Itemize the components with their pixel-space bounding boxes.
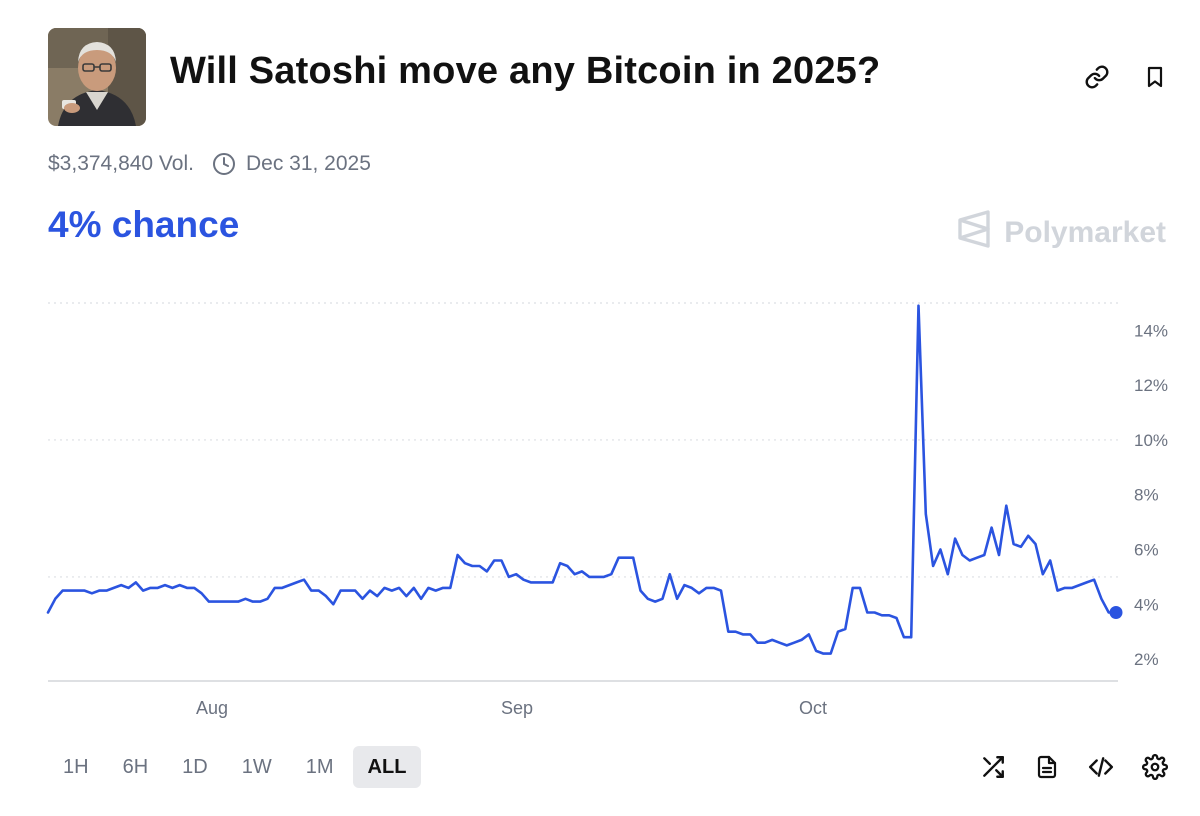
y-tick-label: 10% [1134,431,1168,450]
settings-icon[interactable] [1140,752,1170,782]
chance-value: 4% chance [48,204,240,245]
y-tick-label: 8% [1134,486,1159,505]
clock-icon [212,152,236,176]
x-tick-label: Sep [501,698,533,718]
range-button-all[interactable]: ALL [352,746,422,788]
y-tick-label: 6% [1134,541,1159,560]
volume-text: $3,374,840 Vol. [48,152,194,175]
y-tick-label: 14% [1134,321,1168,340]
market-title: Will Satoshi move any Bitcoin in 2025? [170,50,881,92]
market-avatar [48,28,146,126]
end-date-text: Dec 31, 2025 [245,152,371,175]
code-icon[interactable] [1086,752,1116,782]
chart-end-point [1109,606,1123,620]
range-button-1d[interactable]: 1D [182,755,208,778]
range-button-1m[interactable]: 1M [305,755,334,778]
x-tick-label: Aug [196,698,228,718]
range-button-1h[interactable]: 1H [63,755,89,778]
polymarket-logo-icon [956,210,992,256]
x-tick-label: Oct [799,698,827,718]
bookmark-icon[interactable] [1140,62,1170,92]
range-button-6h[interactable]: 6H [122,755,149,778]
link-icon[interactable] [1082,62,1112,92]
brand-name: Polymarket [1004,216,1166,249]
document-icon[interactable] [1032,752,1062,782]
y-tick-label: 12% [1134,376,1168,395]
y-tick-label: 2% [1134,650,1159,669]
chart-series-line [46,304,1118,655]
range-button-1w[interactable]: 1W [241,755,272,778]
shuffle-icon[interactable] [978,752,1008,782]
y-tick-label: 4% [1134,595,1159,614]
